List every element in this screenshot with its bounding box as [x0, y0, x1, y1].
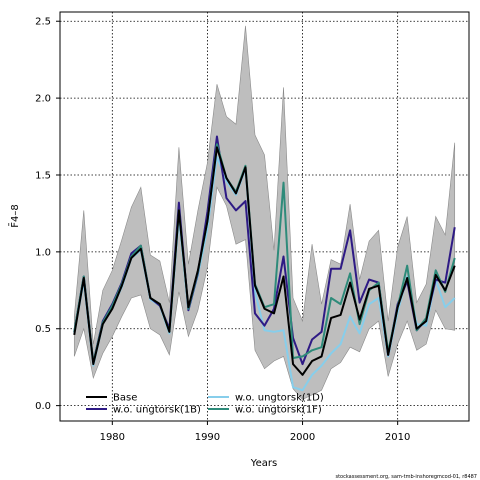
x-axis-label: Years [250, 458, 277, 469]
x-tick-label: 2000 [290, 432, 315, 443]
y-tick-label: 0.5 [35, 324, 51, 335]
ci-band-area [73, 25, 456, 400]
y-tick-label: 0.0 [35, 401, 51, 412]
plot-frame [59, 11, 470, 422]
y-tick-label: 1.0 [35, 247, 51, 258]
y-axis-label: F̄4–8 [8, 204, 21, 227]
x-tick-label: 1990 [195, 432, 220, 443]
y-tick-label: 2.5 [35, 17, 51, 28]
confidence-band [73, 25, 456, 400]
y-tick-label: 2.0 [35, 94, 51, 105]
legend-label-2: w.o. ungtorsk(1D) [235, 393, 324, 404]
footnote: stockassessment.org, sam-tmb-inshoregmco… [335, 474, 477, 480]
x-tick-label: 1980 [100, 432, 125, 443]
series-line-0 [73, 146, 456, 376]
x-tick-label: 2010 [385, 432, 410, 443]
legend-label-1: w.o. ungtorsk(1B) [113, 405, 201, 416]
legend-label-3: w.o. ungtorsk(1F) [235, 405, 322, 416]
series-lines [73, 135, 456, 392]
legend-label-0: Base [113, 393, 137, 404]
axes: 1980 1990 2000 2010 0.0 0.5 1.0 1.5 2.0 2.5 [35, 17, 410, 443]
y-tick-label: 1.5 [35, 170, 51, 181]
